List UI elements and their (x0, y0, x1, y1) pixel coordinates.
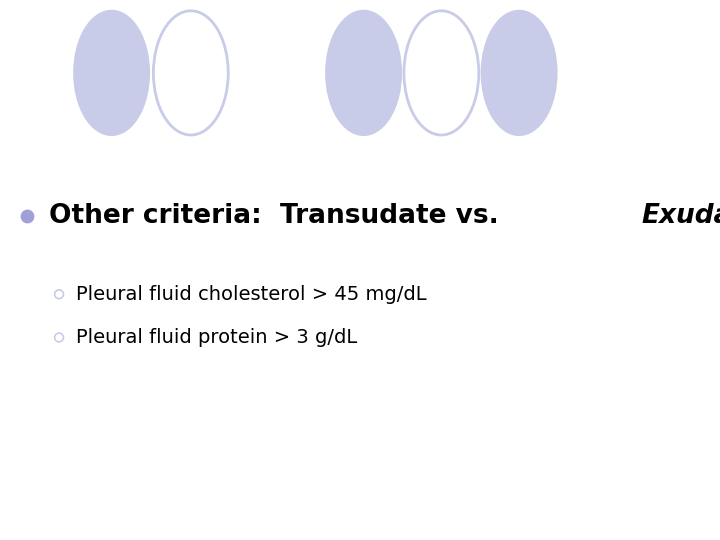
Point (53, 333, 65, 342)
Ellipse shape (326, 11, 401, 135)
Text: Exudate: Exudate (641, 203, 720, 229)
Point (22, 212, 33, 220)
Point (53, 290, 65, 299)
Ellipse shape (74, 11, 149, 135)
Text: Pleural fluid protein > 3 g/dL: Pleural fluid protein > 3 g/dL (76, 328, 357, 347)
Ellipse shape (482, 11, 557, 135)
Text: Pleural fluid cholesterol > 45 mg/dL: Pleural fluid cholesterol > 45 mg/dL (76, 285, 426, 304)
Text: Other criteria:  Transudate vs.: Other criteria: Transudate vs. (49, 203, 508, 229)
